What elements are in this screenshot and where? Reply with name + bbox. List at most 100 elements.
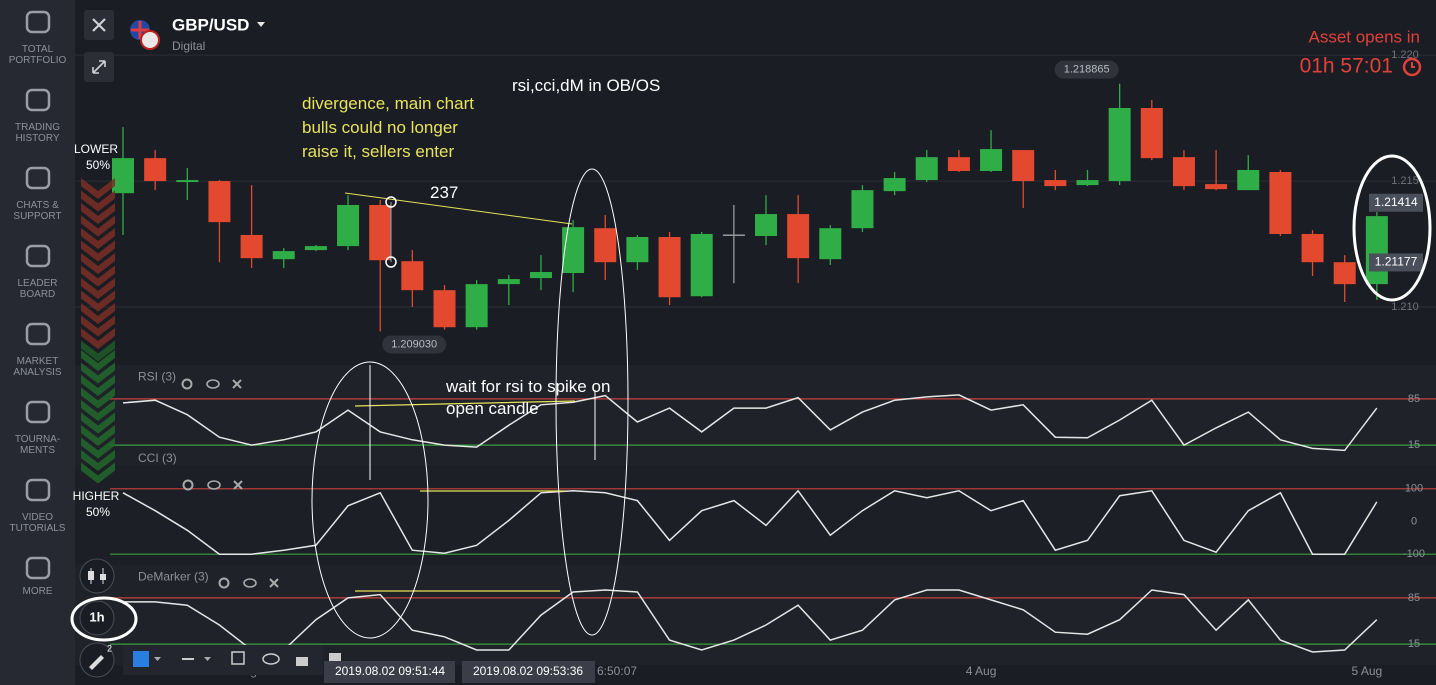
y-tick-label: 0 <box>1411 515 1417 527</box>
menu-item[interactable]: LEADER BOARD <box>17 278 58 300</box>
indicator-line <box>123 589 1378 653</box>
menu-icon <box>25 478 51 502</box>
toolbar <box>123 645 323 675</box>
sentiment-chevron <box>81 350 115 371</box>
candle-body <box>851 190 874 229</box>
clock-icon <box>1402 57 1422 77</box>
candle-body <box>433 290 456 328</box>
candle-body <box>272 251 295 260</box>
candle-body <box>208 181 231 223</box>
visibility-icon <box>206 379 220 389</box>
lock-icon[interactable] <box>296 657 308 666</box>
candle-body <box>401 261 424 291</box>
menu-item[interactable]: VIDEO TUTORIALS <box>9 512 66 534</box>
close-icon <box>92 18 106 32</box>
sentiment-chevron <box>81 400 115 421</box>
marker-line <box>369 365 596 480</box>
price-marker-label: 1.21177 <box>1375 255 1418 269</box>
y-tick-label: 1.215 <box>1391 175 1419 187</box>
candle-body <box>626 237 649 263</box>
annotation-text: rsi,cci,dM in OB/OS <box>512 76 661 95</box>
candle-body <box>1205 184 1228 190</box>
menu-icon <box>25 322 51 346</box>
candle-body <box>497 279 520 285</box>
candle-body <box>883 178 906 192</box>
sentiment-chevron <box>81 203 115 224</box>
timeframe[interactable]: 1h <box>89 609 104 624</box>
cursor-time-box <box>462 661 595 683</box>
sentiment-chevron <box>81 340 115 362</box>
menu-icon <box>25 244 51 268</box>
candle-body <box>980 149 1003 171</box>
candle-icon <box>88 571 94 580</box>
candle-body <box>369 205 392 261</box>
menu-icon <box>25 400 51 424</box>
annotation-ellipse <box>311 361 429 639</box>
asset-dropdown[interactable] <box>257 22 265 27</box>
chart-type-button[interactable] <box>79 558 115 594</box>
candle-body <box>144 158 167 182</box>
settings-icon <box>182 479 194 491</box>
extreme-label: 1.209030 <box>391 338 437 350</box>
annotation-ellipse <box>555 168 629 636</box>
indicator-line <box>122 489 1378 555</box>
candle-body <box>690 233 713 297</box>
remove-icon <box>233 480 243 490</box>
asset-type: Digital <box>172 39 205 53</box>
eye-icon[interactable] <box>262 653 280 665</box>
sentiment-chevron <box>81 437 115 459</box>
settings-icon <box>218 577 230 589</box>
candle-body <box>1076 180 1099 186</box>
candle-body <box>1140 107 1163 159</box>
sentiment-chevron <box>81 412 115 434</box>
clock-hands <box>1411 62 1415 68</box>
highlight-ellipse <box>1352 154 1432 302</box>
settings-icon <box>181 378 193 390</box>
menu-item[interactable]: MORE <box>22 586 53 597</box>
countdown: 01h 57:01 <box>1300 55 1393 78</box>
sentiment-chevron <box>81 215 115 237</box>
time-fragment: 6:50:07 <box>597 664 637 678</box>
menu-item[interactable]: MARKET ANALYSIS <box>13 356 62 378</box>
pencil-icon <box>89 655 104 670</box>
candle-body <box>1237 169 1260 191</box>
menu-item[interactable]: TOTAL PORTFOLIO <box>8 44 67 66</box>
asset-name[interactable]: GBP/USD <box>172 15 249 34</box>
price-marker <box>1369 193 1423 212</box>
timeframe-button[interactable] <box>79 600 115 636</box>
sentiment-chevron <box>81 387 115 409</box>
divergence-line <box>344 192 573 225</box>
visibility-icon <box>207 480 221 490</box>
sentiment-chevron <box>81 278 115 299</box>
candle-body <box>594 228 617 263</box>
menu-item[interactable]: TRADING HISTORY <box>15 122 60 144</box>
candle-body <box>1333 262 1356 285</box>
candle-body <box>787 214 810 259</box>
extreme-label-box <box>382 335 447 354</box>
indicator-line <box>122 394 1378 452</box>
menu-item[interactable]: CHATS & SUPPORT <box>13 200 62 222</box>
extreme-label: 1.218865 <box>1064 64 1110 76</box>
sentiment-chevron <box>81 303 115 324</box>
menu-item[interactable]: TOURNA- MENTS <box>14 434 61 456</box>
remove-icon <box>269 578 279 588</box>
candle-body <box>304 246 327 251</box>
cci-panel <box>75 465 1436 565</box>
y-tick-label: 15 <box>1408 638 1420 650</box>
status: Asset opens in <box>1308 27 1420 46</box>
color-picker[interactable] <box>133 651 149 667</box>
candle-icon <box>100 574 106 580</box>
sentiment-chevron <box>81 265 115 287</box>
sentiment-chevron <box>81 228 115 249</box>
indicator-title: DeMarker (3) <box>138 570 209 584</box>
copy-icon[interactable] <box>231 651 245 665</box>
candle-body <box>529 272 552 279</box>
annotation-text: 237 <box>430 183 459 202</box>
candle-body <box>337 205 360 247</box>
cursor-time: 2019.08.02 09:53:36 <box>473 664 583 678</box>
visibility-icon <box>243 578 257 588</box>
divergence-line <box>354 400 576 592</box>
y-tick-label: 85 <box>1408 592 1420 604</box>
